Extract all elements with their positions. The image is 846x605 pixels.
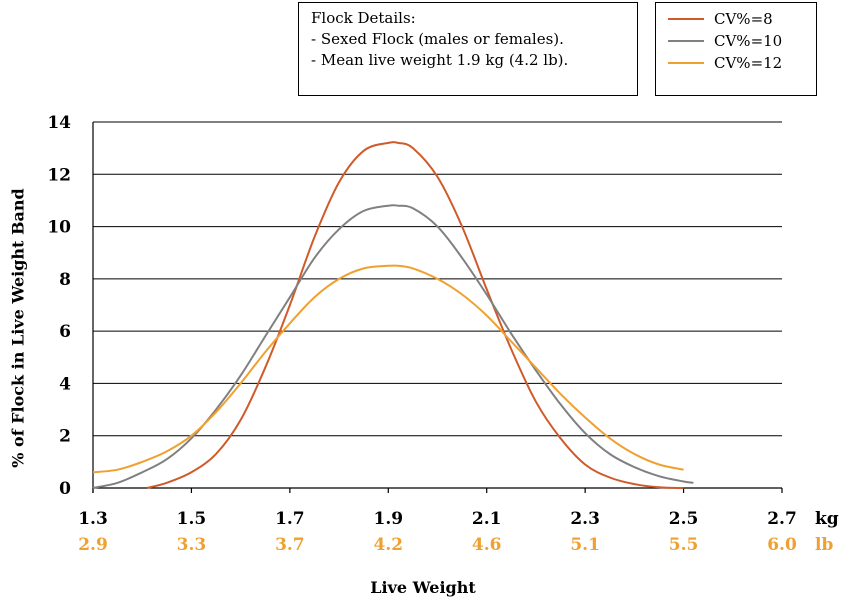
legend-item-cv12: CV%=12 — [668, 52, 816, 74]
y-tick-label: 8 — [59, 270, 71, 290]
y-tick-label: 0 — [59, 479, 71, 499]
y-tick-label: 10 — [47, 218, 71, 238]
x-tick-label-lb: 3.3 — [177, 535, 207, 555]
info-line-title: Flock Details: — [311, 9, 416, 27]
info-line-sexed: - Sexed Flock (males or females). — [311, 30, 564, 48]
y-tick-label: 14 — [47, 113, 71, 133]
series-line-cv12 — [92, 264, 684, 474]
x-tick-label-lb: 3.7 — [275, 535, 305, 555]
x-tick-label-kg: 2.5 — [669, 509, 699, 529]
x-tick-label-kg: 2.7 — [767, 509, 797, 529]
flock-details-box: Flock Details: - Sexed Flock (males or f… — [298, 2, 638, 96]
y-tick-label: 12 — [47, 165, 71, 185]
x-tick-label-lb: 6.0 — [767, 535, 797, 555]
x-tick-label-lb: 5.1 — [570, 535, 600, 555]
y-axis-title: % of Flock in Live Weight Band — [8, 188, 28, 468]
chart-legend: CV%=8 CV%=10 CV%=12 — [655, 2, 817, 96]
x-tick-label-lb: 2.9 — [78, 535, 108, 555]
x-tick-label-kg: 1.3 — [78, 509, 108, 529]
legend-item-cv10: CV%=10 — [668, 30, 816, 52]
x-tick-label-kg: 2.1 — [472, 509, 502, 529]
x-tick-label-kg: 2.3 — [570, 509, 600, 529]
y-tick-label: 4 — [59, 374, 71, 394]
x-tick-label-lb: 4.6 — [472, 535, 502, 555]
legend-swatch-cv10 — [668, 40, 704, 42]
x-tick-label-lb: 4.2 — [373, 535, 403, 555]
x-tick-label-kg: 1.5 — [177, 509, 207, 529]
x-unit-kg: kg — [815, 509, 839, 529]
x-tick-label-lb: 5.5 — [669, 535, 699, 555]
legend-label-cv8: CV%=8 — [714, 10, 773, 28]
x-tick-label-kg: 1.7 — [275, 509, 305, 529]
legend-swatch-cv8 — [668, 18, 704, 20]
x-unit-lb: lb — [815, 535, 833, 555]
y-tick-label: 6 — [59, 322, 71, 342]
x-axis-title: Live Weight — [370, 578, 476, 597]
info-line-weight: - Mean live weight 1.9 kg (4.2 lb). — [311, 51, 569, 69]
series-line-cv10 — [92, 204, 694, 489]
legend-label-cv12: CV%=12 — [714, 54, 783, 72]
y-tick-label: 2 — [59, 427, 71, 447]
legend-item-cv8: CV%=8 — [668, 8, 816, 30]
x-tick-label-kg: 1.9 — [373, 509, 403, 529]
series-line-cv8 — [146, 141, 684, 489]
legend-swatch-cv12 — [668, 62, 704, 64]
legend-label-cv10: CV%=10 — [714, 32, 783, 50]
